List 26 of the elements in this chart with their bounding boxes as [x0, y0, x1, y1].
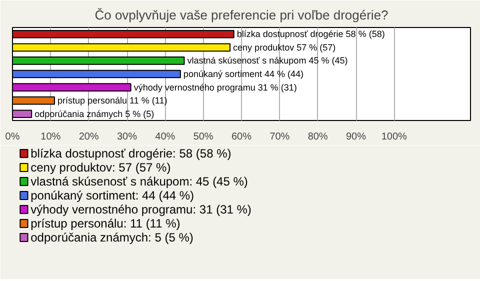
x-tick-label: 0%: [5, 132, 20, 142]
x-tick-label: 80%: [308, 132, 328, 142]
legend-label: ceny produktov: 57 (57 %): [30, 160, 171, 174]
category-label: prístup personálu 11 % (11): [57, 96, 168, 106]
x-tick-label: 40%: [155, 132, 176, 142]
legend-label: blízka dostupnosť drogérie: 58 (58 %): [30, 146, 232, 160]
x-tick-label: 50%: [193, 132, 214, 142]
x-tick-label: 100%: [381, 132, 408, 142]
x-tick-label: 10%: [40, 132, 61, 142]
category-label: odporúčania známych 5 % (5): [34, 108, 154, 119]
category-label: blízka dostupnosť drogérie 58 % (58): [236, 29, 385, 40]
category-label: ponúkaný sortiment 44 % (44): [183, 69, 304, 79]
legend-label: vlastná skúsenosť s nákupom: 45 (45 %): [30, 174, 248, 188]
category-label: ceny produktov 57 % (57): [233, 42, 336, 52]
legend-label: ponúkaný sortiment: 44 (44 %): [30, 188, 194, 202]
chart-title: Čo ovplyvňuje vaše preferencie pri voľbe drogérie?: [94, 8, 388, 22]
category-label: vlastná skúsenosť s nákupom 45 % (45): [187, 56, 348, 66]
x-tick-label: 30%: [116, 132, 138, 142]
category-label: výhody vernostného programu 31 % (31): [134, 82, 297, 92]
x-tick-label: 60%: [231, 132, 252, 142]
x-tick-label: 70%: [270, 132, 290, 142]
legend-label: prístup personálu: 11 (11 %): [30, 216, 180, 230]
legend-label: odporúčania známych: 5 (5 %): [30, 230, 194, 244]
legend-label: výhody vernostného programu: 31 (31 %): [30, 202, 252, 216]
x-tick-label: 20%: [78, 132, 99, 142]
x-tick-label: 90%: [346, 132, 366, 142]
